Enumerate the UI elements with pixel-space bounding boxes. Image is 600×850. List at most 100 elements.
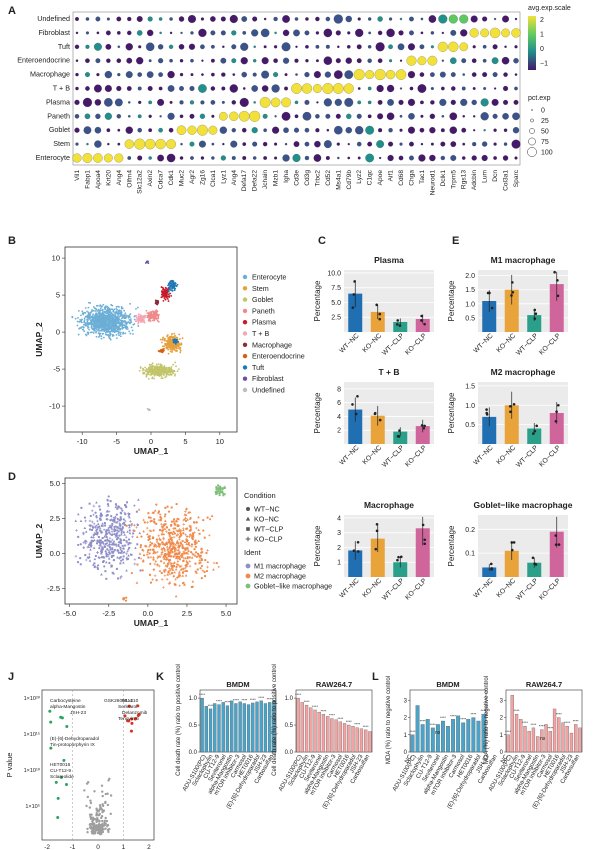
umap-point	[179, 349, 182, 352]
umap2-point	[119, 538, 122, 541]
k-ylabel: Cell death rate (%) ratio to positive co…	[176, 664, 182, 776]
volcano-point	[87, 781, 90, 784]
umap2-point	[112, 549, 116, 553]
volcano-xtick-label: 1	[122, 844, 126, 850]
umap-point	[84, 324, 87, 327]
umap-point	[138, 316, 140, 319]
umap-point	[171, 346, 174, 349]
dotplot-dot	[419, 72, 425, 77]
umap2-point	[137, 498, 140, 501]
umap2-point	[110, 527, 114, 530]
bar-point	[352, 293, 356, 296]
umap-point	[119, 333, 122, 336]
umap-point	[112, 310, 115, 313]
bar-point	[510, 548, 514, 552]
umap2-point	[106, 498, 109, 502]
umap2-point	[172, 575, 175, 578]
bar-point	[489, 562, 493, 566]
umap2-point	[96, 563, 100, 566]
umap-point	[160, 370, 163, 372]
dotplot-dot	[334, 98, 342, 107]
umap2-point	[110, 523, 114, 527]
drug-significance: ****	[337, 717, 343, 721]
umap2-point	[111, 550, 114, 553]
umap2-point	[74, 519, 78, 522]
volcano-point-down	[54, 780, 58, 784]
umap-ytick-label: -5	[53, 365, 60, 374]
umap-legend-dot	[242, 320, 248, 325]
umap-point	[164, 371, 167, 374]
dotplot-dot	[253, 101, 256, 104]
umap2-point	[99, 539, 102, 542]
dotplot-dot	[211, 114, 215, 118]
drug-bar	[234, 703, 238, 753]
dotplot-dot	[189, 113, 195, 119]
dotplot-dot	[430, 31, 435, 35]
umap-point	[90, 316, 93, 319]
umap2-point	[145, 552, 149, 556]
bar-ytick-label: 7.5	[331, 285, 341, 292]
umap-point	[101, 320, 103, 323]
umap-legend-dot	[242, 342, 248, 347]
umap2-point	[121, 558, 125, 561]
bar-ytick-label: 2.5	[331, 315, 341, 322]
umap-legend-label: Undefined	[252, 386, 285, 395]
umap2-point	[100, 514, 104, 517]
dotplot-dot	[219, 111, 228, 121]
drug-significance: ****	[258, 696, 264, 700]
dotplot-gene-label: Defa22	[252, 170, 259, 192]
panel-label-d: D	[8, 471, 16, 483]
umap2-point	[182, 559, 185, 562]
umap2-point	[200, 559, 203, 562]
umap2-point	[92, 513, 95, 517]
umap2-point	[92, 504, 96, 508]
umap-point	[144, 366, 147, 369]
umap-point	[167, 352, 170, 355]
umap2-ytick-label: 5.0	[50, 479, 60, 488]
dotplot-dot	[315, 59, 319, 63]
umap2-point	[133, 523, 136, 527]
umap2-point	[125, 541, 129, 544]
umap2-point	[123, 544, 127, 547]
umap2-point	[101, 548, 104, 551]
drug-ytick-label: 0.5	[285, 723, 294, 729]
dotplot-dot	[386, 84, 395, 93]
dotplot-gene-label: Trpm5	[450, 170, 457, 189]
umap-point	[163, 293, 166, 296]
umap2-point	[104, 549, 107, 553]
umap2-point	[106, 544, 110, 547]
dotplot-dot	[430, 142, 434, 146]
umap2-point	[122, 561, 125, 564]
dotplot-dot	[242, 142, 247, 146]
umap-legend-dot	[242, 376, 248, 381]
bar-point	[356, 395, 359, 398]
umap2-point	[126, 550, 129, 553]
volcano-point	[90, 813, 93, 816]
bar-point	[486, 291, 490, 295]
umap-point	[163, 295, 166, 298]
umap-point	[174, 341, 176, 344]
dotplot-dot	[157, 44, 164, 50]
dotplot-dot	[395, 69, 407, 80]
umap-point	[108, 325, 111, 328]
dotplot-gene-label: Dclk1	[440, 170, 447, 187]
dotplot-dot	[190, 73, 194, 77]
umap-point	[116, 337, 118, 340]
umap-point	[164, 286, 167, 289]
umap-point	[89, 331, 92, 334]
dotplot-dot	[513, 57, 519, 64]
bar-category-label: KO−NC	[362, 444, 384, 466]
umap-point	[90, 324, 93, 327]
umap-point	[147, 370, 150, 373]
umap2-point	[84, 519, 87, 523]
dotplot-dot	[323, 98, 332, 107]
drug-significance: ****	[304, 700, 310, 704]
umap-point	[111, 335, 114, 337]
umap-point	[115, 334, 118, 336]
umap-point	[162, 291, 165, 294]
dotplot-panel: UndefinedFibroblastTuftEnteroendocrineMa…	[17, 5, 571, 195]
umap2-point	[192, 534, 195, 537]
umap2-point	[199, 567, 202, 570]
